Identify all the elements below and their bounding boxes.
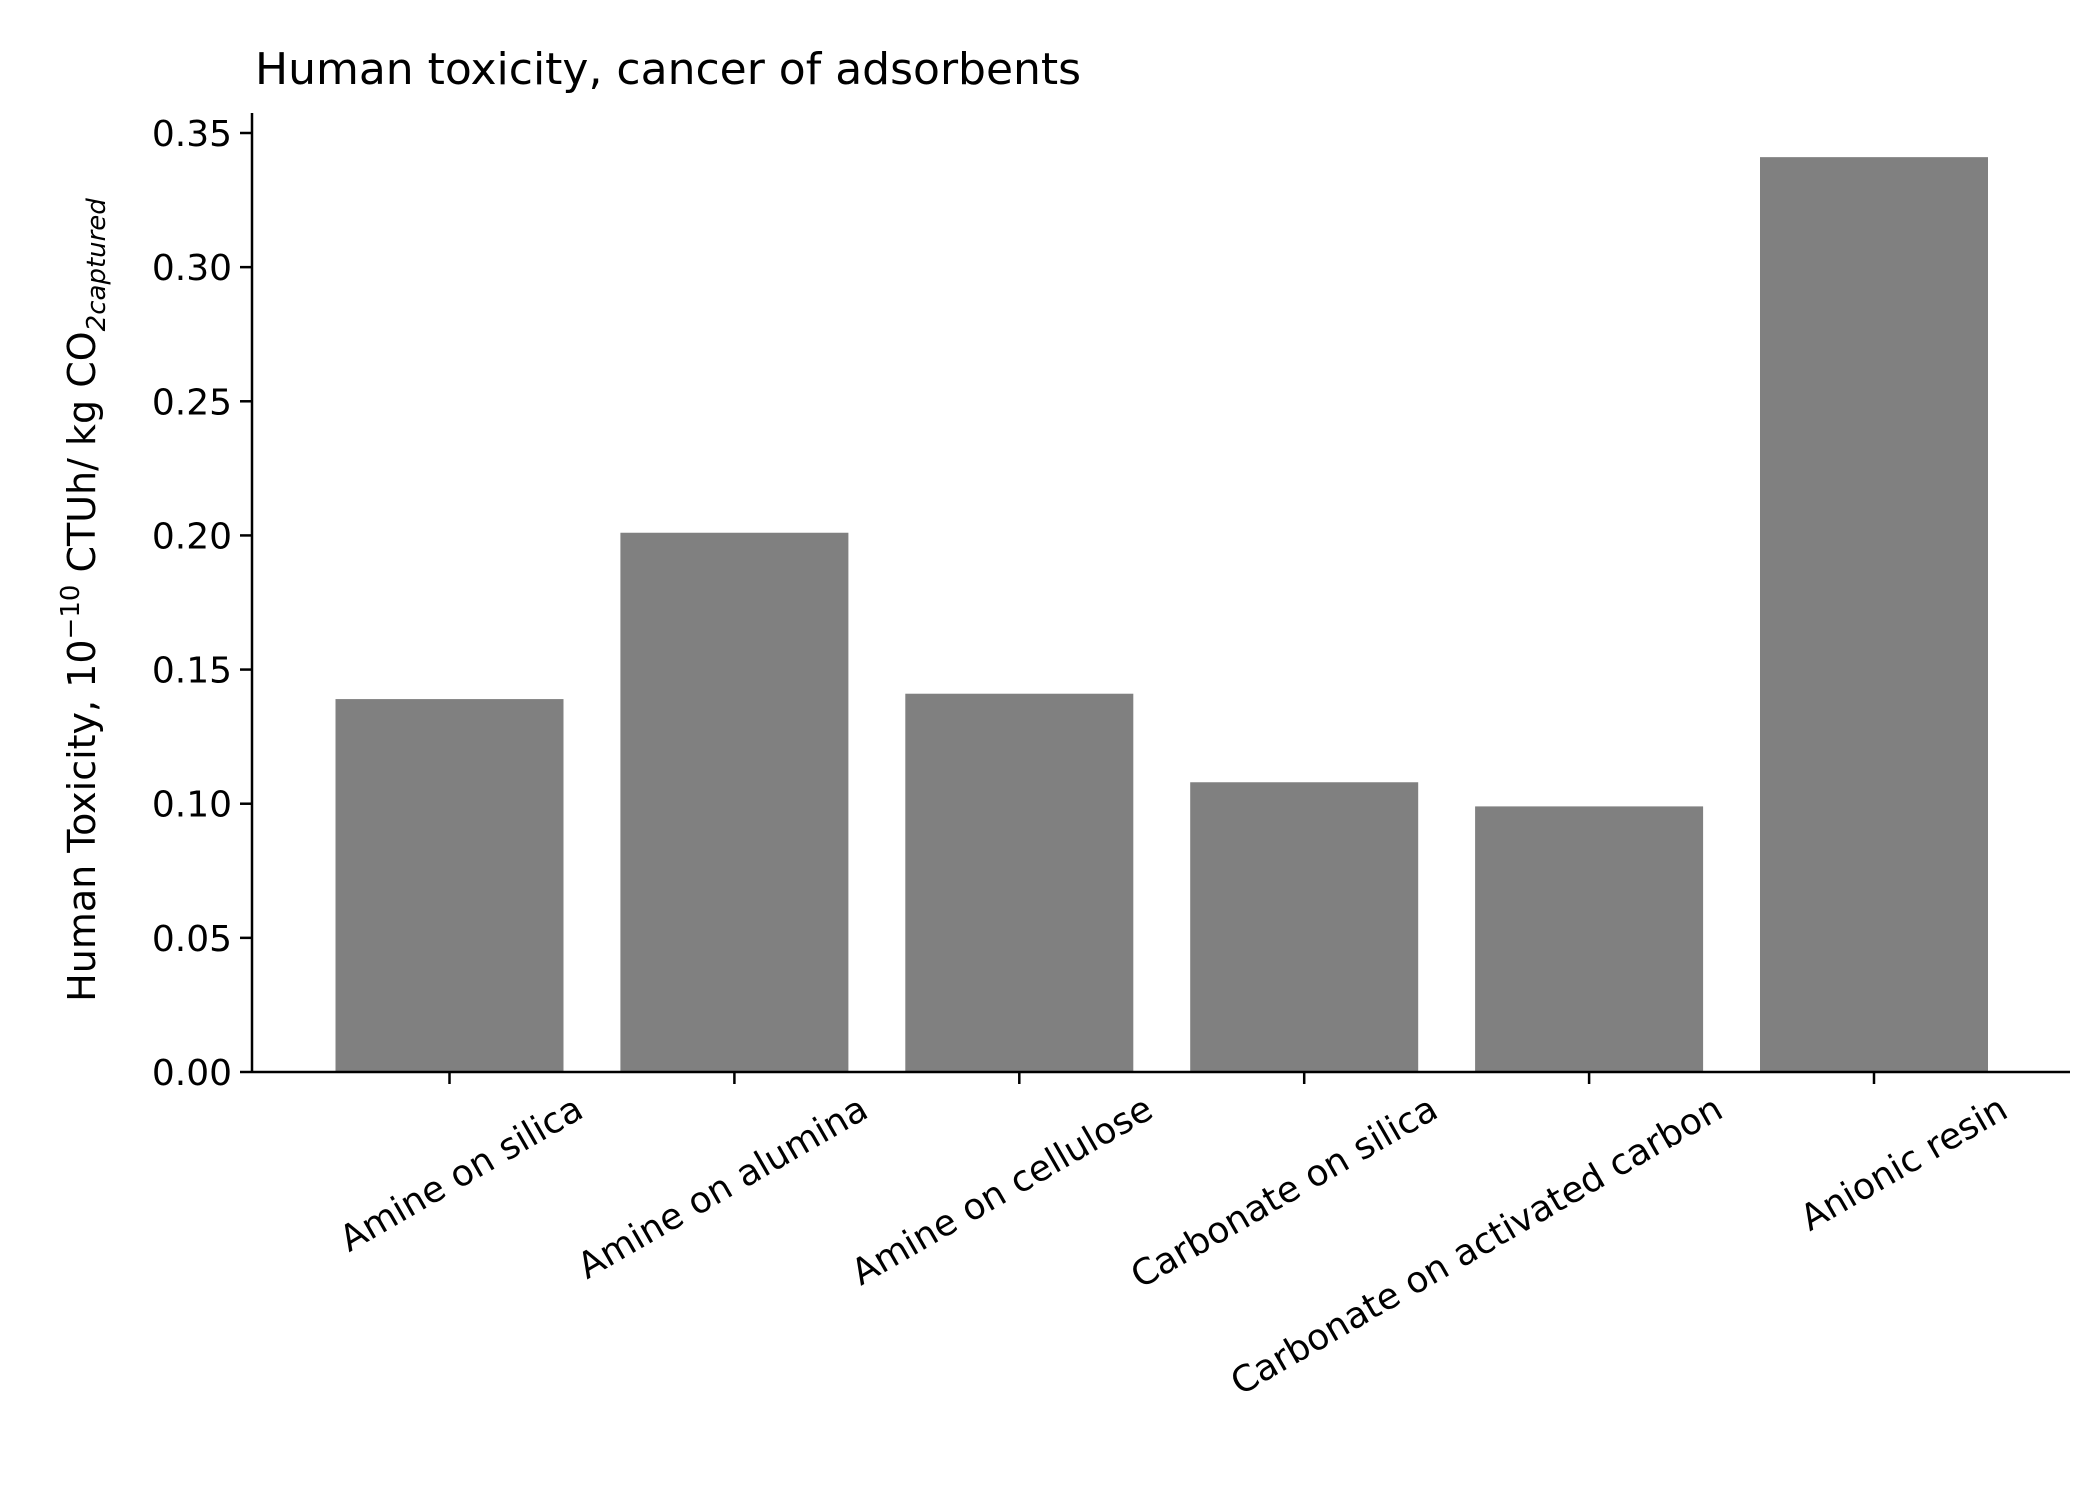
y-tick-label: 0.35 xyxy=(152,114,232,155)
y-tick-label: 0.30 xyxy=(152,248,232,289)
bar xyxy=(620,532,849,1072)
bars-group xyxy=(335,157,1988,1072)
bar xyxy=(335,699,564,1072)
x-tick-label: Anionic resin xyxy=(1794,1088,2015,1239)
x-tick-label: Amine on alumina xyxy=(571,1088,875,1287)
bar xyxy=(1760,157,1988,1072)
y-axis-label: Human Toxicity, 10−10 CTUh/ kg CO2captur… xyxy=(56,198,112,1002)
bar xyxy=(1190,782,1419,1072)
chart-title: Human toxicity, cancer of adsorbents xyxy=(255,44,1081,95)
x-tick-label: Carbonate on silica xyxy=(1124,1088,1444,1297)
x-tick-label: Amine on cellulose xyxy=(845,1088,1160,1294)
y-axis-ticks: 0.00 0.05 0.10 0.15 0.20 0.25 0.30 0.35 xyxy=(152,114,252,1094)
y-tick-label: 0.05 xyxy=(152,919,232,960)
x-tick-label: Amine on silica xyxy=(333,1088,590,1260)
bar xyxy=(1475,806,1704,1072)
y-tick-label: 0.15 xyxy=(152,651,232,692)
x-tick-label: Carbonate on activated carbon xyxy=(1224,1088,1729,1404)
bar xyxy=(905,693,1134,1072)
y-tick-label: 0.10 xyxy=(152,785,232,826)
y-tick-label: 0.00 xyxy=(152,1053,232,1094)
y-tick-label: 0.20 xyxy=(152,516,232,557)
y-tick-label: 0.25 xyxy=(152,382,232,423)
